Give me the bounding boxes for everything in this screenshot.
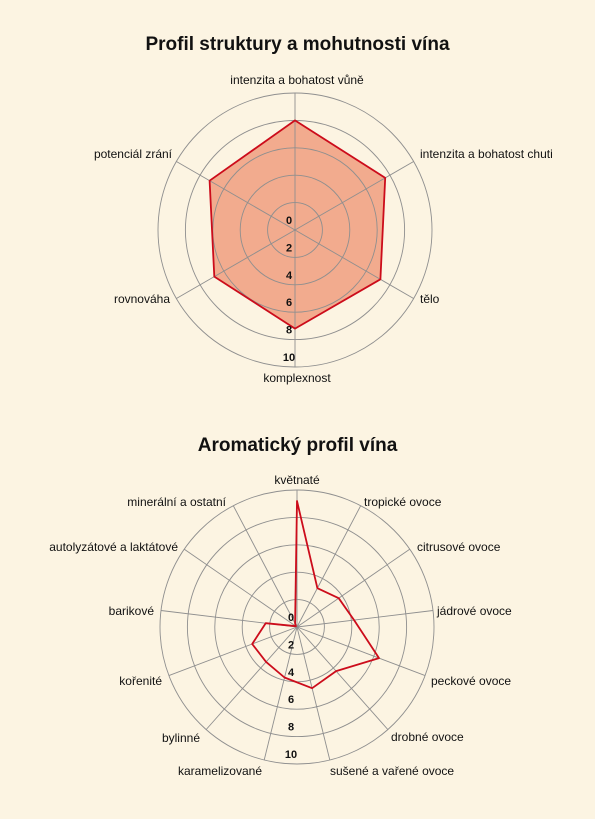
grid-spoke (296, 626, 331, 761)
category-label: tropické ovoce (364, 495, 442, 509)
category-label: rovnováha (114, 292, 170, 306)
grid-spoke (296, 610, 434, 628)
category-label: sušené a vařené ovoce (330, 764, 454, 778)
tick-label: 0 (286, 215, 292, 227)
tick-label: 8 (286, 325, 292, 337)
category-label: intenzita a bohatost vůně (230, 73, 364, 87)
category-label: květnaté (274, 473, 320, 487)
tick-label: 4 (288, 667, 295, 679)
grid-spoke (296, 505, 362, 628)
grid-spoke (294, 229, 414, 299)
category-label: citrusové ovoce (417, 540, 501, 554)
category-label: jádrové ovoce (436, 604, 512, 618)
chart-title-structure: Profil struktury a mohutnosti vína (145, 34, 450, 55)
tick-label: 10 (285, 749, 297, 761)
category-label: karamelizované (178, 764, 262, 778)
grid-spoke (263, 626, 298, 761)
category-label: barikové (109, 604, 155, 618)
radar-series-line (251, 500, 380, 690)
grid-spoke (296, 626, 389, 730)
tick-label: 2 (286, 242, 292, 254)
grid-spoke (296, 626, 426, 677)
category-label: peckové ovoce (431, 674, 511, 688)
chart-title-aroma: Aromatický profil vína (197, 435, 398, 456)
tick-label: 2 (288, 639, 294, 651)
grid-spoke (176, 161, 296, 231)
grid-spoke (205, 626, 298, 730)
category-label: kořenité (119, 674, 162, 688)
grid-spoke (176, 229, 296, 299)
tick-label: 4 (286, 270, 293, 282)
category-label: drobné ovoce (391, 730, 464, 744)
grid-spoke (294, 161, 414, 231)
grid-spoke (184, 548, 298, 628)
category-label: autolyzátové a laktátové (49, 540, 178, 554)
tick-label: 10 (283, 352, 295, 364)
category-label: minerální a ostatní (127, 495, 226, 509)
tick-label: 6 (288, 694, 294, 706)
category-label: tělo (420, 292, 440, 306)
grid-spoke (232, 505, 298, 628)
grid-spoke (296, 548, 410, 628)
tick-label: 6 (286, 297, 292, 309)
grid-spoke (168, 626, 298, 677)
category-label: potenciál zrání (94, 147, 173, 161)
tick-label: 8 (288, 722, 294, 734)
category-label: komplexnost (263, 371, 331, 385)
radar-area-fill (209, 120, 386, 329)
category-label: intenzita a bohatost chuti (420, 147, 553, 161)
tick-label: 0 (288, 612, 294, 624)
radar-series-line (208, 119, 387, 330)
category-label: bylinné (162, 731, 200, 745)
